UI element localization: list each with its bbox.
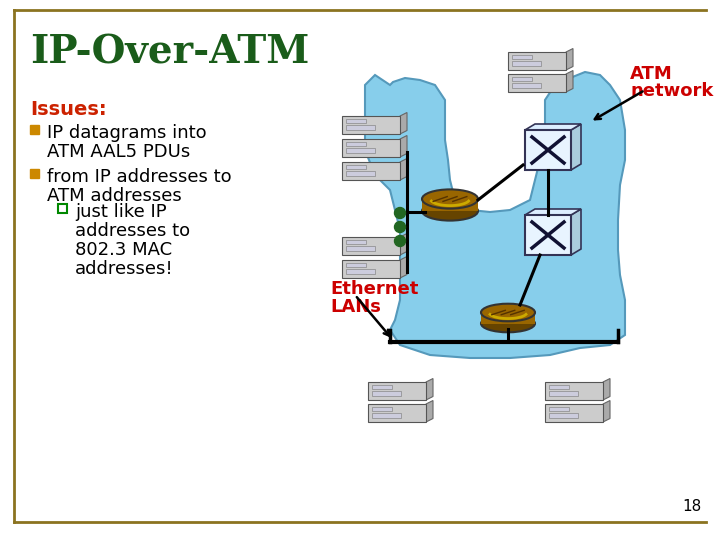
Ellipse shape — [481, 303, 535, 321]
Bar — [346, 147, 375, 153]
Bar — [368, 382, 426, 400]
Text: ATM addresses: ATM addresses — [47, 187, 181, 205]
Bar — [346, 165, 366, 169]
Bar — [512, 55, 532, 59]
Bar — [346, 141, 366, 146]
Bar — [549, 407, 570, 411]
Bar — [549, 390, 578, 396]
Circle shape — [395, 221, 405, 233]
Bar — [346, 125, 375, 130]
Bar — [342, 237, 400, 255]
Ellipse shape — [481, 315, 535, 332]
Bar — [368, 404, 426, 422]
Bar — [346, 119, 366, 123]
Bar — [372, 384, 392, 389]
Bar — [508, 52, 566, 70]
Bar — [346, 240, 366, 244]
Bar — [545, 382, 603, 400]
Polygon shape — [571, 124, 581, 170]
Text: addresses to: addresses to — [75, 222, 190, 240]
Bar — [508, 74, 566, 92]
Bar — [512, 77, 532, 81]
Bar — [342, 260, 400, 278]
Bar — [346, 171, 375, 176]
Bar — [512, 83, 541, 88]
Polygon shape — [571, 209, 581, 255]
Polygon shape — [400, 256, 407, 278]
Text: network: network — [630, 82, 714, 100]
Circle shape — [395, 207, 405, 219]
Ellipse shape — [422, 201, 478, 221]
Bar — [346, 262, 366, 267]
Text: addresses!: addresses! — [75, 260, 174, 278]
Bar — [342, 162, 400, 180]
Bar — [30, 169, 39, 178]
Polygon shape — [525, 209, 581, 215]
Text: from IP addresses to: from IP addresses to — [47, 168, 232, 186]
Text: LANs: LANs — [330, 298, 381, 316]
Polygon shape — [566, 71, 573, 92]
Bar — [346, 246, 375, 251]
Bar — [481, 310, 535, 323]
Bar — [346, 268, 375, 274]
Bar — [545, 404, 603, 422]
Bar — [549, 384, 570, 389]
Circle shape — [395, 235, 405, 246]
Polygon shape — [400, 233, 407, 255]
Polygon shape — [525, 124, 581, 130]
Bar — [58, 204, 67, 213]
Bar — [512, 60, 541, 66]
Polygon shape — [400, 112, 407, 134]
Text: ATM: ATM — [630, 65, 672, 83]
Text: 802.3 MAC: 802.3 MAC — [75, 241, 172, 259]
Text: 18: 18 — [683, 499, 702, 514]
Polygon shape — [566, 49, 573, 70]
Bar — [422, 197, 478, 211]
Polygon shape — [400, 159, 407, 180]
Bar — [342, 116, 400, 134]
Bar — [525, 215, 571, 255]
Polygon shape — [426, 379, 433, 400]
Text: IP-Over-ATM: IP-Over-ATM — [30, 33, 310, 71]
Text: Issues:: Issues: — [30, 100, 107, 119]
Bar — [525, 130, 571, 170]
Bar — [372, 390, 401, 396]
Ellipse shape — [422, 190, 478, 208]
Bar — [549, 413, 578, 418]
Bar — [342, 139, 400, 157]
Polygon shape — [426, 401, 433, 422]
Bar — [372, 413, 401, 418]
Text: ATM AAL5 PDUs: ATM AAL5 PDUs — [47, 143, 190, 161]
Bar — [372, 407, 392, 411]
Text: just like IP: just like IP — [75, 203, 166, 221]
Text: Ethernet: Ethernet — [330, 280, 418, 298]
Polygon shape — [400, 136, 407, 157]
Polygon shape — [365, 72, 625, 358]
Polygon shape — [603, 401, 610, 422]
Text: IP datagrams into: IP datagrams into — [47, 124, 207, 142]
Bar — [30, 125, 39, 134]
Polygon shape — [603, 379, 610, 400]
